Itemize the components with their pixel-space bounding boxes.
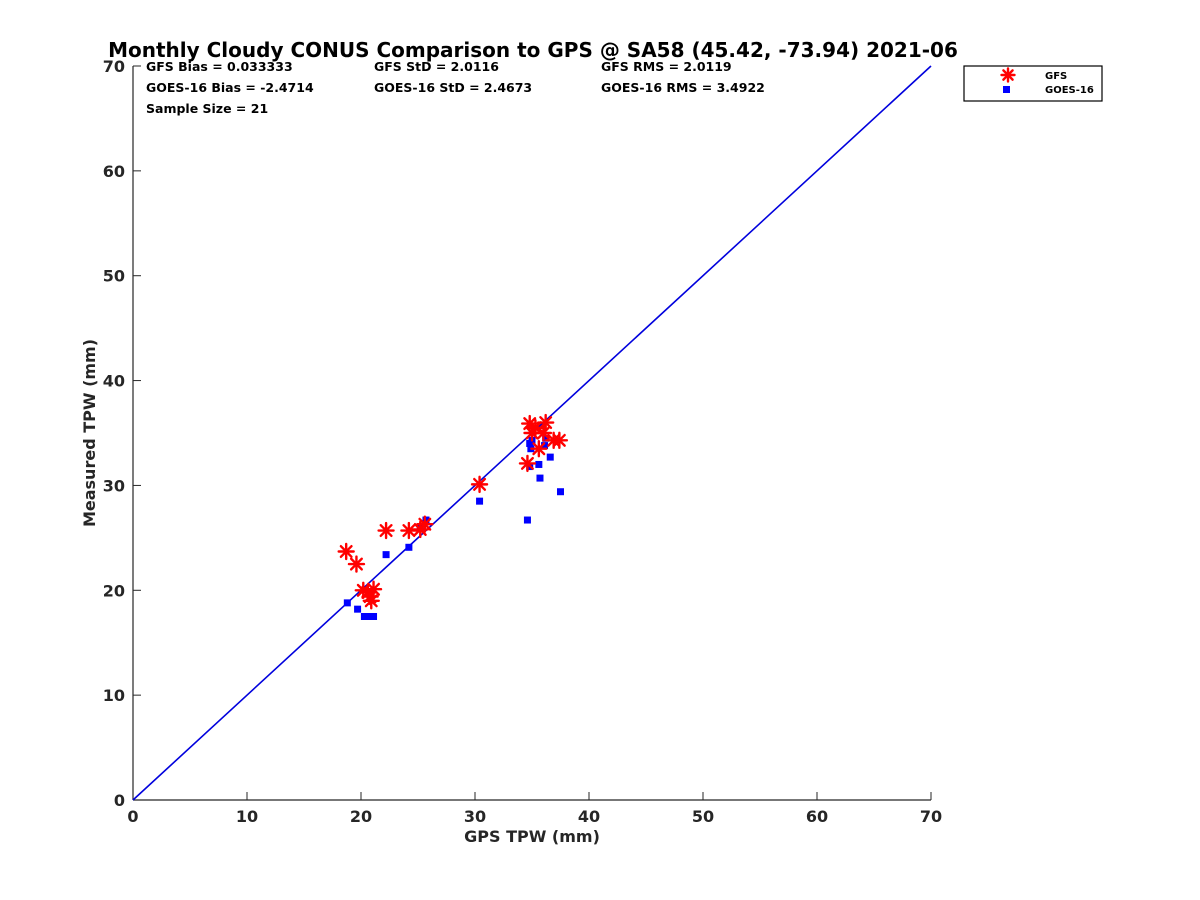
x-tick-label: 70 <box>920 807 942 826</box>
gfs-point <box>362 592 380 610</box>
goes16-point <box>546 453 554 461</box>
legend-box <box>963 65 1103 102</box>
x-tick-label: 10 <box>236 807 258 826</box>
legend-gfs-label: GFS <box>1045 71 1067 82</box>
gfs-point <box>536 413 555 432</box>
goes16-point <box>343 599 351 607</box>
y-tick-label: 70 <box>103 57 125 76</box>
goes16-point <box>542 434 550 442</box>
gfs-point <box>347 555 366 573</box>
gfs-point <box>337 542 355 561</box>
x-tick-label: 30 <box>464 807 486 826</box>
stat-goes-bias: GOES-16 Bias = -2.4714 <box>146 80 314 95</box>
stat-gfs-std: GFS StD = 2.0116 <box>374 59 499 74</box>
gfs-point <box>518 454 537 473</box>
stat-gfs-bias: GFS Bias = 0.033333 <box>146 59 293 74</box>
stat-goes-rms: GOES-16 RMS = 3.4922 <box>601 80 765 95</box>
x-tick-label: 50 <box>692 807 714 826</box>
x-tick-label: 60 <box>806 807 828 826</box>
x-tick-label: 40 <box>578 807 600 826</box>
legend: GFS GOES-16 <box>963 65 1103 102</box>
goes16-point <box>535 460 543 468</box>
stat-goes-std: GOES-16 StD = 2.4673 <box>374 80 532 95</box>
gfs-point <box>550 431 569 450</box>
goes16-point <box>365 613 373 620</box>
goes16-point <box>523 516 531 524</box>
goes16-point <box>536 474 544 482</box>
stat-gfs-rms: GFS RMS = 2.0119 <box>601 59 732 74</box>
y-axis-label: Measured TPW (mm) <box>80 339 99 527</box>
legend-gfs-marker <box>1000 67 1016 83</box>
y-tick-label: 10 <box>103 686 125 705</box>
stat-sample-size: Sample Size = 21 <box>146 101 268 116</box>
gfs-point <box>364 580 383 598</box>
legend-goes-label: GOES-16 <box>1045 85 1094 96</box>
goes16-point <box>541 442 549 450</box>
goes16-point <box>360 613 368 620</box>
goes16-point <box>370 613 378 620</box>
x-axis-label: GPS TPW (mm) <box>464 827 600 846</box>
gfs-point <box>470 475 489 494</box>
y-tick-label: 0 <box>114 791 125 810</box>
goes16-point <box>557 488 564 496</box>
x-tick-label: 0 <box>127 807 138 826</box>
gfs-point <box>416 515 434 533</box>
legend-goes-marker <box>1003 86 1010 93</box>
goes16-point <box>405 543 413 551</box>
goes16-point <box>382 551 390 559</box>
goes16-point <box>476 497 484 505</box>
goes16-point <box>526 439 534 447</box>
gfs-point <box>530 440 548 458</box>
y-tick-label: 60 <box>103 162 125 181</box>
y-tick-label: 50 <box>103 267 125 286</box>
gfs-point <box>534 424 553 442</box>
gfs-point <box>377 521 395 540</box>
y-tick-label: 40 <box>103 372 125 391</box>
gfs-point <box>400 521 418 540</box>
y-tick-label: 20 <box>103 581 125 600</box>
gfs-series <box>337 413 569 610</box>
y-tick-label: 30 <box>103 476 125 495</box>
legend-gfs-asterisk <box>1000 67 1016 83</box>
axis-ticks: 0 10 20 30 40 50 60 70 0 10 20 30 40 50 60 70 <box>103 57 942 826</box>
chart-title: Monthly Cloudy CONUS Comparison to GPS @… <box>108 38 958 62</box>
x-tick-label: 20 <box>350 807 372 826</box>
goes16-point <box>354 605 362 613</box>
